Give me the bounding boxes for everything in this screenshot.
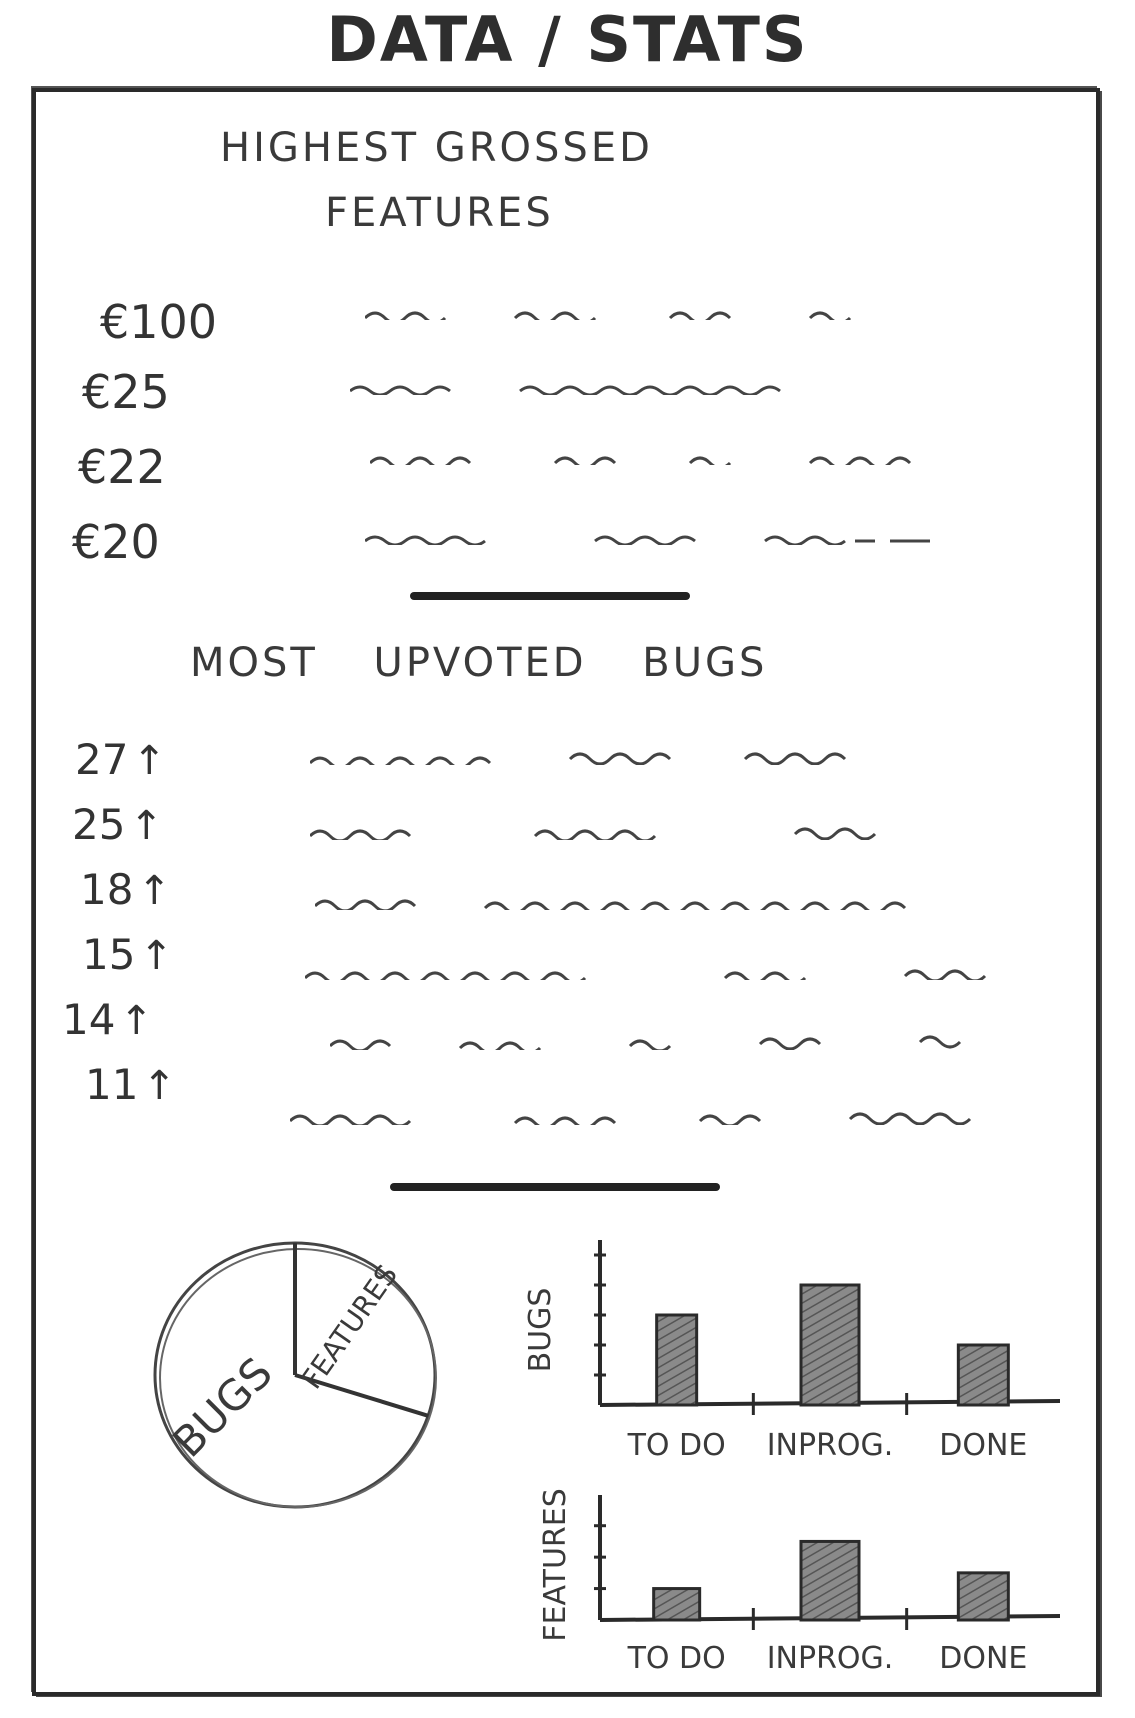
bug-votes: 27 ↑ bbox=[75, 735, 166, 784]
feature-amount: €22 bbox=[78, 440, 166, 494]
x-tick-label: DONE bbox=[939, 1641, 1027, 1676]
bar bbox=[956, 1571, 1010, 1622]
features-bar-chart: FEATURES TO DO INPROG. DONE bbox=[540, 1488, 1061, 1676]
pie-slice-label: FEATURES bbox=[295, 1259, 404, 1395]
pie-slice-divider bbox=[294, 1373, 429, 1418]
feature-amount: €20 bbox=[72, 515, 160, 569]
x-tick-label: TO DO bbox=[627, 1428, 726, 1463]
feature-amount: €100 bbox=[100, 295, 218, 349]
bug-votes: 25 ↑ bbox=[72, 800, 163, 849]
y-axis-label: BUGS bbox=[523, 1288, 558, 1373]
bug-title-placeholder bbox=[315, 899, 907, 910]
bug-votes: 14 ↑ bbox=[62, 995, 153, 1044]
x-tick-label: DONE bbox=[939, 1428, 1027, 1463]
bar bbox=[799, 1283, 861, 1407]
page-title: DATA / STATS bbox=[326, 3, 809, 76]
feature-name-placeholder bbox=[365, 535, 930, 545]
x-tick-label: INPROG. bbox=[767, 1428, 894, 1463]
bug-title-placeholder bbox=[310, 827, 877, 840]
bug-votes: 18 ↑ bbox=[80, 865, 171, 914]
bug-title-placeholder bbox=[305, 969, 987, 980]
bug-votes: 15 ↑ bbox=[82, 930, 173, 979]
stats-panel bbox=[32, 88, 1100, 1696]
upvote-icon: ↑ bbox=[139, 933, 173, 979]
x-tick-label: INPROG. bbox=[767, 1641, 894, 1676]
bar bbox=[799, 1539, 861, 1622]
pie-slice-label: BUGS bbox=[163, 1348, 282, 1467]
section-divider bbox=[410, 592, 690, 600]
bar bbox=[655, 1313, 699, 1407]
section-divider bbox=[390, 1183, 720, 1191]
upvote-icon: ↑ bbox=[132, 738, 166, 784]
bug-title-placeholder bbox=[310, 752, 847, 765]
features-section-title-line2: FEATURES bbox=[325, 190, 554, 236]
upvote-icon: ↑ bbox=[142, 1063, 176, 1109]
upvote-icon: ↑ bbox=[129, 803, 163, 849]
bugs-section-title: MOST UPVOTED BUGS bbox=[190, 640, 768, 686]
bar bbox=[652, 1587, 702, 1622]
feature-name-placeholder bbox=[365, 311, 852, 320]
x-tick-label: TO DO bbox=[627, 1641, 726, 1676]
feature-name-placeholder bbox=[350, 385, 781, 395]
bar bbox=[956, 1343, 1010, 1407]
bugs-bar-chart: BUGS TO DO INPROG. DONE bbox=[523, 1240, 1061, 1463]
bug-votes: 11 ↑ bbox=[85, 1060, 176, 1109]
upvote-icon: ↑ bbox=[119, 998, 153, 1044]
y-axis-label: FEATURES bbox=[540, 1488, 573, 1642]
features-section-title: HIGHEST GROSSED bbox=[220, 125, 653, 171]
feature-amount: €25 bbox=[82, 365, 170, 419]
bug-title-placeholder bbox=[290, 1112, 972, 1125]
bug-title-placeholder bbox=[330, 1035, 962, 1050]
feature-name-placeholder bbox=[370, 456, 912, 465]
pie-outline-shadow bbox=[159, 1248, 437, 1508]
upvote-icon: ↑ bbox=[137, 868, 171, 914]
